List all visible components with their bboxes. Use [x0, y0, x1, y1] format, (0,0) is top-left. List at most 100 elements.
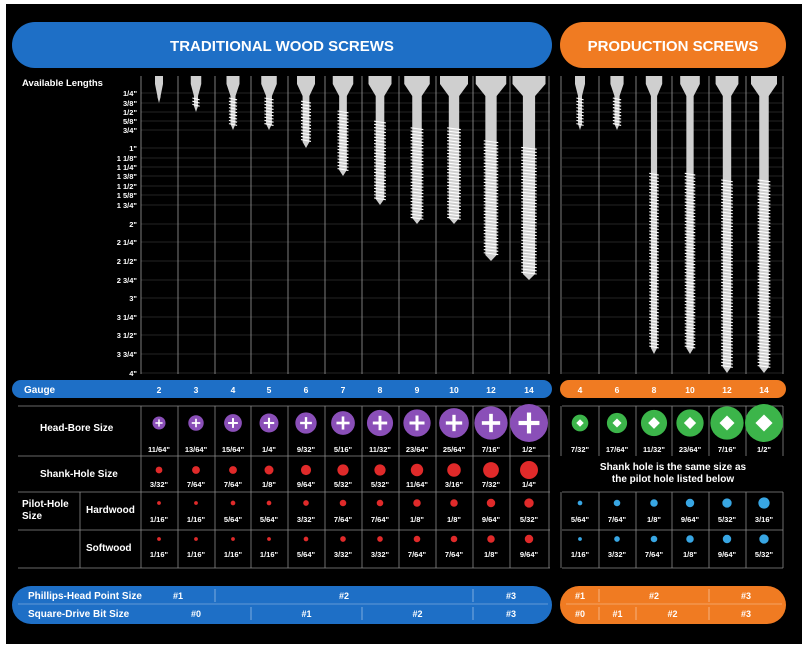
- screw-thread: [684, 211, 696, 215]
- length-tick-label: 4": [129, 369, 137, 378]
- screw-thread: [649, 271, 659, 275]
- screw-thread: [684, 217, 696, 221]
- shank-hole-circle: [300, 464, 312, 476]
- screw-thread: [300, 116, 312, 120]
- hardwood-pilot-value: 3/32": [297, 515, 316, 524]
- screw-thread: [649, 233, 659, 237]
- traditional-title: TRADITIONAL WOOD SCREWS: [170, 38, 394, 55]
- screw-thread: [721, 240, 733, 244]
- shank-hole-value: 1/8": [262, 480, 276, 489]
- screw-thread: [483, 239, 499, 243]
- softwood-pilot-value: 7/64": [445, 550, 464, 559]
- screw-thread: [757, 297, 771, 301]
- screw-thread: [721, 224, 733, 228]
- screw-thread: [447, 200, 461, 204]
- screw-thread: [483, 245, 499, 249]
- screw-thread: [521, 246, 537, 249]
- square-drive-icon: [755, 414, 773, 432]
- screw-thread: [757, 205, 771, 208]
- screw-thread: [483, 153, 499, 156]
- square-drive-value: #0: [191, 609, 201, 619]
- screw-thread: [447, 178, 461, 182]
- screw-thread: [483, 188, 499, 192]
- screw-thread: [447, 216, 461, 220]
- screw-thread: [576, 119, 584, 123]
- screw-thread: [649, 268, 659, 272]
- gauge-label: Gauge: [24, 385, 56, 396]
- screw-thread: [649, 217, 659, 221]
- screw-thread: [684, 185, 696, 189]
- screw-thread: [721, 313, 733, 317]
- screw-thread: [757, 243, 771, 247]
- screw-thread: [757, 355, 771, 359]
- screw-thread: [521, 156, 537, 160]
- screw-thread: [757, 224, 771, 228]
- screw-thread: [612, 103, 622, 107]
- screw-thread: [612, 119, 622, 123]
- shank-hole-value: 7/32": [482, 480, 501, 489]
- screw-thread: [649, 294, 659, 298]
- shank-note-line1: Shank hole is the same size as: [600, 462, 747, 473]
- screw-thread: [649, 284, 659, 288]
- shank-hole-value: 3/16": [445, 480, 464, 489]
- screw-thread: [649, 211, 659, 215]
- length-tick-label: 3/4": [123, 126, 137, 135]
- screw-thread: [483, 220, 499, 224]
- screw-thread: [649, 188, 659, 192]
- screw-thread: [684, 262, 696, 266]
- screw-thread: [447, 172, 461, 175]
- screw-thread: [721, 333, 733, 336]
- screw-thread: [649, 300, 659, 304]
- screw-thread: [447, 152, 461, 156]
- screw-thread: [757, 345, 771, 349]
- screw-thread: [483, 165, 499, 169]
- screw-thread: [721, 345, 733, 349]
- screw-thread: [757, 291, 771, 295]
- length-tick-label: 1/2": [123, 108, 137, 117]
- screw-thread: [374, 130, 386, 134]
- screw-thread: [684, 198, 696, 202]
- square-drive-value: #0: [575, 609, 585, 619]
- traditional-screw-gauge-8: [368, 76, 392, 205]
- screw-thread: [300, 132, 312, 136]
- length-tick-labels: 1/4"3/8"1/2"5/8"3/4" 1"1 1/8"1 1/4"1 3/8"…: [117, 89, 138, 378]
- hardwood-pilot-value: 1/8": [647, 515, 661, 524]
- screw-thread: [192, 103, 200, 107]
- screw-thread: [684, 345, 696, 349]
- screw-body: [512, 76, 546, 280]
- traditional-screw-gauge-2: [155, 76, 163, 103]
- phillips-cross-icon: [232, 418, 234, 428]
- screw-thread: [649, 214, 659, 218]
- head-bore-value: 13/64": [185, 445, 208, 454]
- head-bore-value: 5/16": [334, 445, 353, 454]
- screw-thread: [447, 127, 461, 131]
- screw-thread: [374, 197, 386, 201]
- gauge-number: 6: [304, 385, 309, 395]
- screw-thread: [721, 265, 733, 269]
- shank-hole-value: 9/64": [297, 480, 316, 489]
- screw-thread: [721, 189, 733, 192]
- screw-thread: [757, 230, 771, 234]
- screw-thread: [649, 287, 659, 291]
- screw-thread: [337, 129, 349, 133]
- screw-thread: [374, 181, 386, 185]
- screw-thread: [483, 229, 499, 233]
- screw-thread: [684, 204, 696, 208]
- screw-thread: [576, 110, 584, 114]
- screw-thread: [374, 187, 386, 191]
- softwood-pilot-value: 3/32": [608, 550, 627, 559]
- screw-thread: [757, 256, 771, 260]
- screw-thread: [374, 175, 386, 178]
- shank-note-line2: the pilot hole listed below: [612, 474, 734, 485]
- screw-thread: [410, 133, 424, 137]
- length-tick-label: 3/8": [123, 99, 137, 108]
- screw-thread: [684, 268, 696, 272]
- screw-thread: [410, 191, 424, 195]
- screw-thread: [410, 188, 424, 191]
- screw-thread: [684, 236, 696, 240]
- phillips-cross-icon: [267, 417, 271, 429]
- screw-thread: [447, 156, 461, 159]
- screw-thread: [757, 201, 771, 205]
- production-screw-gauge-8: [645, 76, 663, 354]
- screw-thread: [649, 191, 659, 195]
